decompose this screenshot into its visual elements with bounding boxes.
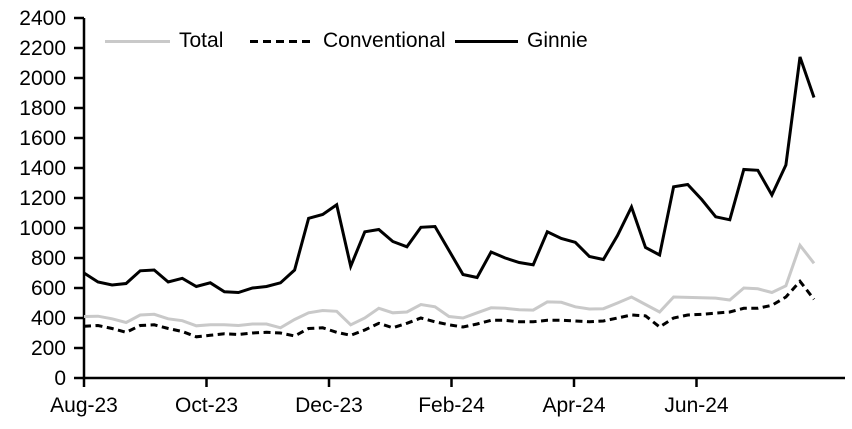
y-tick-label: 2000 (19, 67, 66, 90)
y-tick-label: 1200 (19, 187, 66, 210)
series-line-total (83, 242, 816, 330)
x-tick-label: Feb-24 (418, 394, 485, 417)
x-tick-label: Oct-23 (175, 394, 238, 417)
y-tick-label: 1000 (19, 217, 66, 240)
x-tick-label: Aug-23 (50, 394, 118, 417)
y-tick-label: 400 (31, 307, 66, 330)
legend-item-conventional: Conventional (250, 29, 446, 53)
conventional-line-swatch-icon (250, 39, 314, 43)
x-tick-label: Jun-24 (664, 394, 729, 417)
y-tick-label: 2200 (19, 37, 66, 60)
total-line-swatch-icon (105, 39, 170, 43)
y-tick-label: 2400 (19, 7, 66, 30)
y-tick-label: 1400 (19, 157, 66, 180)
y-tick-label: 1800 (19, 97, 66, 120)
x-tick-label: Apr-24 (542, 394, 605, 417)
y-tick-label: 200 (31, 337, 66, 360)
ginnie-line-swatch-icon (455, 39, 518, 43)
legend-item-ginnie: Ginnie (455, 29, 588, 53)
series-line-conventional (83, 278, 816, 339)
y-tick-label: 800 (31, 247, 66, 270)
y-tick-label: 0 (54, 367, 66, 390)
x-tick-label: Dec-23 (295, 394, 363, 417)
legend-label-total: Total (179, 29, 224, 52)
legend-label-ginnie: Ginnie (527, 29, 588, 52)
y-tick-label: 600 (31, 277, 66, 300)
series-line-ginnie (83, 56, 816, 295)
legend-item-total: Total (105, 29, 223, 53)
axis-lines (82, 18, 845, 380)
legend-label-conventional: Conventional (323, 29, 446, 52)
y-tick-label: 1600 (19, 127, 66, 150)
